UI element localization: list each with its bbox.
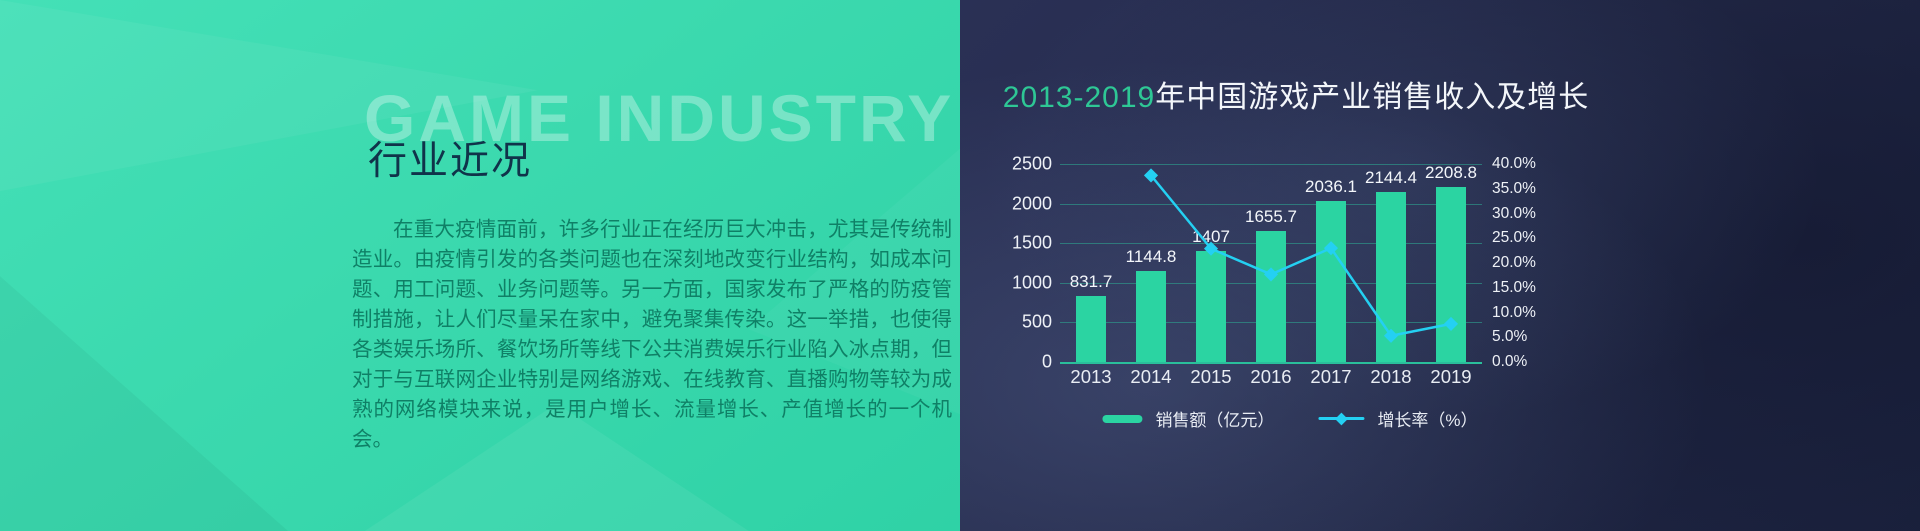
left-axis-tick: 1000 bbox=[1011, 272, 1052, 293]
diamond-marker-icon bbox=[1143, 168, 1159, 183]
chart-title-years: 2013-2019 bbox=[1002, 81, 1156, 114]
bar-value-label: 1144.8 bbox=[1125, 247, 1177, 267]
bar-2017 bbox=[1316, 200, 1346, 362]
watermark-text: GAME INDUSTRY bbox=[364, 81, 955, 155]
bar-value-label: 1407 bbox=[1192, 226, 1230, 246]
left-axis-tick: 500 bbox=[1021, 311, 1052, 332]
right-axis-tick: 40.0% bbox=[1492, 155, 1536, 172]
right-axis-tick: 25.0% bbox=[1492, 229, 1536, 247]
chart-title-text: 年中国游戏产业销售收入及增长 bbox=[1155, 81, 1590, 114]
x-axis-label: 2013 bbox=[1070, 366, 1112, 387]
gridline bbox=[1060, 203, 1482, 205]
chart-legend: 销售额（亿元） 增长率（%） bbox=[1102, 406, 1478, 431]
left-axis-tick: 1500 bbox=[1011, 232, 1052, 253]
x-axis-label: 2015 bbox=[1190, 366, 1232, 387]
section-paragraph: 在重大疫情面前，许多行业正在经历巨大冲击，尤其是传统制造业。由疫情引发的各类问题… bbox=[352, 218, 952, 451]
line-series-swatch bbox=[1318, 412, 1365, 425]
bar-2018 bbox=[1376, 192, 1406, 362]
chart-title: 2013-2019年中国游戏产业销售收入及增长 bbox=[1003, 72, 1589, 116]
bar-value-label: 831.7 bbox=[1069, 272, 1113, 292]
intro-panel: GAME INDUSTRY 行业近况 在重大疫情面前，许多行业正在经历巨大冲击，… bbox=[0, 0, 960, 531]
x-axis-label: 2016 bbox=[1250, 366, 1292, 387]
bar-2013 bbox=[1076, 296, 1106, 362]
bar-series-swatch bbox=[1102, 414, 1143, 423]
right-axis-tick: 10.0% bbox=[1492, 303, 1536, 321]
right-axis-tick: 15.0% bbox=[1492, 278, 1536, 296]
bar-value-label: 2208.8 bbox=[1425, 163, 1477, 183]
right-axis-tick: 20.0% bbox=[1492, 254, 1536, 271]
chart-panel: 2013-2019年中国游戏产业销售收入及增长 2500 2000 1500 1000… bbox=[960, 0, 1920, 531]
left-axis-tick: 2500 bbox=[1011, 153, 1052, 174]
right-axis-tick: 30.0% bbox=[1492, 204, 1536, 222]
right-axis-tick: 5.0% bbox=[1492, 328, 1528, 346]
legend-label: 销售额（亿元） bbox=[1155, 411, 1275, 430]
gridline bbox=[1060, 362, 1482, 364]
bar-2019 bbox=[1436, 187, 1466, 362]
gridline bbox=[1060, 164, 1482, 165]
diamond-marker-icon bbox=[1335, 412, 1348, 425]
bar-2016 bbox=[1256, 230, 1286, 362]
right-axis-tick: 35.0% bbox=[1492, 179, 1536, 197]
bar-2014 bbox=[1136, 271, 1166, 362]
legend-item-growth: 增长率（%） bbox=[1318, 406, 1478, 431]
bar-value-label: 2144.4 bbox=[1365, 168, 1417, 188]
left-axis-tick: 2000 bbox=[1011, 193, 1052, 214]
right-axis-tick: 0.0% bbox=[1492, 353, 1528, 370]
legend-label: 增长率（%） bbox=[1377, 411, 1478, 430]
x-axis-label: 2018 bbox=[1370, 366, 1412, 387]
x-axis-label: 2014 bbox=[1130, 366, 1172, 387]
x-axis-label: 2017 bbox=[1310, 366, 1352, 387]
left-axis-tick: 0 bbox=[1041, 351, 1052, 372]
combo-chart: 2500 2000 1500 1000 500 0 40.0% 35.0% 30.0% 25.0%… bbox=[960, 0, 1920, 531]
legend-item-sales: 销售额（亿元） bbox=[1102, 406, 1274, 431]
section-heading: 行业近况 bbox=[368, 140, 533, 183]
bar-2015 bbox=[1196, 250, 1226, 362]
x-axis-label: 2019 bbox=[1430, 366, 1472, 387]
bar-value-label: 1655.7 bbox=[1245, 206, 1297, 226]
bar-value-label: 2036.1 bbox=[1305, 176, 1357, 196]
